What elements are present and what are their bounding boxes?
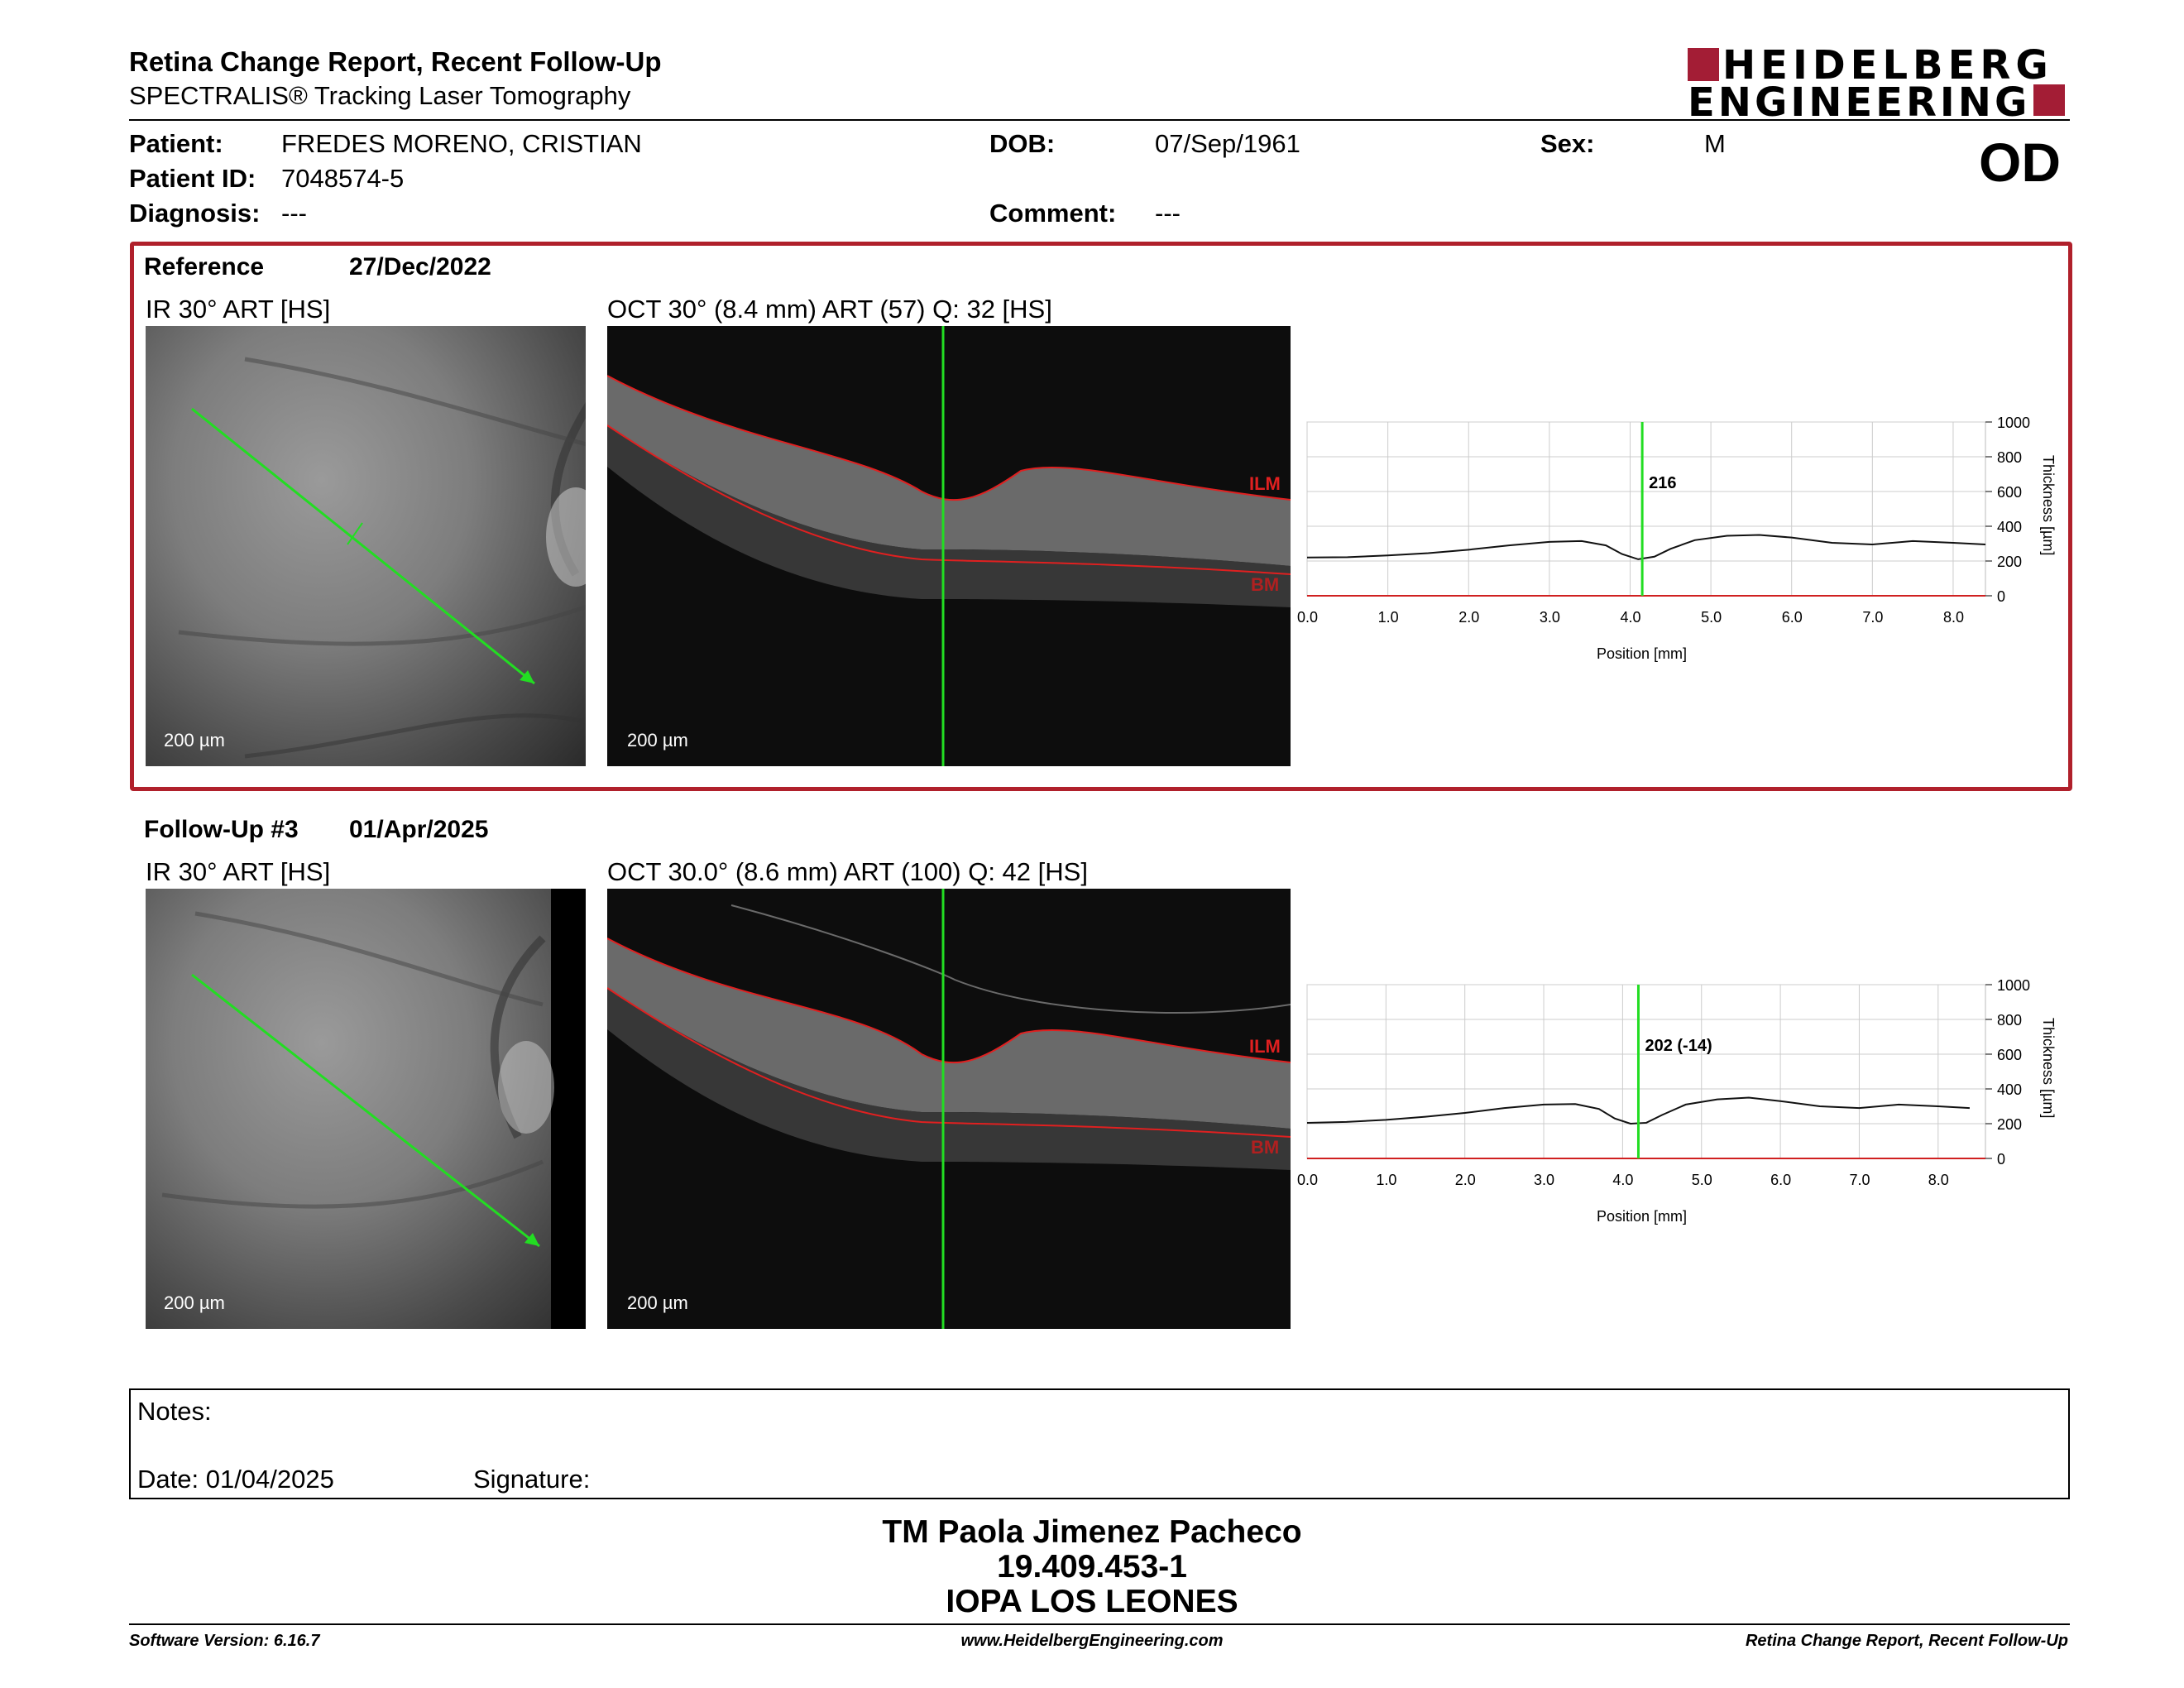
chart-x-tick-label: 5.0 xyxy=(1692,1172,1712,1188)
notes-box: Notes: Date: 01/04/2025 Signature: xyxy=(129,1388,2070,1499)
sex-label: Sex: xyxy=(1540,129,1595,158)
chart-x-tick-label: 7.0 xyxy=(1862,609,1883,626)
comment-label: Comment: xyxy=(989,199,1117,228)
dob-value: 07/Sep/1961 xyxy=(1155,129,1300,158)
chart-plot-area xyxy=(1306,984,1986,1159)
chart-y-axis-label: Thickness [µm] xyxy=(2040,455,2057,555)
chart-y-tick-label: 600 xyxy=(1997,484,2022,501)
followup-ir-image: 200 µm xyxy=(146,889,586,1329)
signer-institution: IOPA LOS LEONES xyxy=(946,1584,1238,1619)
chart-y-tick-label: 1000 xyxy=(1997,415,2030,431)
patient-id: 7048574-5 xyxy=(281,164,405,193)
chart-y-tick-label: 800 xyxy=(1997,1012,2022,1029)
chart-series-line xyxy=(1306,534,1986,560)
chart-y-axis-label: Thickness [µm] xyxy=(2040,1018,2057,1118)
reference-oct-scale: 200 µm xyxy=(627,730,688,750)
reference-frame xyxy=(130,242,2072,791)
followup-ir-overlay xyxy=(161,889,586,1329)
chart-x-tick-label: 3.0 xyxy=(1540,609,1560,626)
sex-value: M xyxy=(1704,129,1726,158)
chart-cursor-value: 216 xyxy=(1649,474,1676,492)
diagnosis-label: Diagnosis: xyxy=(129,199,261,228)
reference-date: 27/Dec/2022 xyxy=(349,253,491,281)
chart-x-tick-label: 7.0 xyxy=(1849,1172,1870,1188)
chart-y-tick-label: 200 xyxy=(1997,1116,2022,1133)
notes-date: Date: 01/04/2025 xyxy=(137,1465,334,1494)
chart-x-tick-label: 4.0 xyxy=(1612,1172,1633,1188)
chart-x-tick-label: 0.0 xyxy=(1297,609,1318,626)
chart-x-tick-label: 0.0 xyxy=(1297,1172,1318,1188)
followup-thickness-chart: 0 200 400 600 800 1000 0.0 1.0 2.0 3.0 4.0 5.0 6.0 7.… xyxy=(1291,968,2085,1241)
reference-chart-svg: 0 200 400 600 800 1000 0.0 1.0 2.0 3.0 4.0 5.0 6.0 7.… xyxy=(1297,415,2057,662)
chart-plot-area xyxy=(1306,421,1986,597)
chart-cursor-value: 202 (-14) xyxy=(1645,1037,1712,1055)
reference-bm-label: BM xyxy=(1251,574,1279,595)
chart-x-tick-label: 8.0 xyxy=(1928,1172,1949,1188)
reference-label: Reference xyxy=(144,253,265,281)
reference-thickness-chart: 0 200 400 600 800 1000 0.0 1.0 2.0 3.0 4.0 5.0 6.0 7.… xyxy=(1291,405,2085,679)
chart-x-tick-label: 6.0 xyxy=(1770,1172,1791,1188)
dob-label: DOB: xyxy=(989,129,1056,158)
notes-label: Notes: xyxy=(137,1397,212,1426)
followup-oct-title: OCT 30.0° (8.6 mm) ART (100) Q: 42 [HS] xyxy=(607,857,1088,886)
chart-x-tick-label: 3.0 xyxy=(1534,1172,1554,1188)
chart-y-tick-label: 600 xyxy=(1997,1047,2022,1063)
followup-label: Follow-Up #3 xyxy=(144,816,299,843)
patient-id-label: Patient ID: xyxy=(129,164,256,193)
chart-x-axis-label: Position [mm] xyxy=(1597,1208,1687,1225)
chart-y-tick-label: 200 xyxy=(1997,554,2022,570)
chart-y-tick-label: 1000 xyxy=(1997,977,2030,994)
followup-chart-svg: 0 200 400 600 800 1000 0.0 1.0 2.0 3.0 4.0 5.0 6.0 7.… xyxy=(1297,977,2057,1225)
chart-y-tick-label: 0 xyxy=(1997,1151,2005,1168)
reference-ir-image: 200 µm xyxy=(146,326,586,766)
reference-ir-scale: 200 µm xyxy=(164,730,225,750)
chart-x-tick-label: 4.0 xyxy=(1620,609,1640,626)
followup-date: 01/Apr/2025 xyxy=(349,816,489,843)
chart-y-tick-label: 400 xyxy=(1997,519,2022,535)
signature-label: Signature: xyxy=(473,1465,591,1494)
logo-square-right xyxy=(2033,84,2065,116)
report-title: Retina Change Report, Recent Follow-Up xyxy=(129,46,662,77)
followup-oct-scale: 200 µm xyxy=(627,1292,688,1313)
footer-rule xyxy=(129,1623,2070,1625)
chart-x-tick-label: 1.0 xyxy=(1376,1172,1396,1188)
chart-x-axis-label: Position [mm] xyxy=(1597,645,1687,662)
chart-x-tick-label: 2.0 xyxy=(1455,1172,1476,1188)
reference-ilm-label: ILM xyxy=(1249,473,1281,494)
patient-name: FREDES MORENO, CRISTIAN xyxy=(281,129,642,158)
followup-oct-image: ILM BM 200 µm xyxy=(607,889,1291,1329)
reference-ir-title: IR 30° ART [HS] xyxy=(146,295,331,324)
footer-software-version: Software Version: 6.16.7 xyxy=(129,1632,320,1650)
reference-oct-image: ILM BM 200 µm xyxy=(607,326,1291,766)
followup-oct-overlay: ILM BM xyxy=(607,889,1291,1329)
chart-x-tick-label: 8.0 xyxy=(1943,609,1964,626)
signer-id: 19.409.453-1 xyxy=(997,1549,1187,1585)
logo-square-left xyxy=(1688,48,1719,81)
footer-report-name: Retina Change Report, Recent Follow-Up xyxy=(1745,1632,2068,1650)
chart-y-tick-label: 400 xyxy=(1997,1081,2022,1098)
followup-bm-label: BM xyxy=(1251,1137,1279,1158)
diagnosis-value: --- xyxy=(281,199,307,228)
chart-x-tick-label: 6.0 xyxy=(1782,609,1803,626)
reference-oct-overlay: ILM BM xyxy=(607,326,1291,766)
patient-name-label: Patient: xyxy=(129,129,223,158)
chart-x-tick-label: 1.0 xyxy=(1378,609,1399,626)
followup-ilm-label: ILM xyxy=(1249,1036,1281,1057)
report-subtitle: SPECTRALIS® Tracking Laser Tomography xyxy=(129,81,631,110)
followup-ir-title: IR 30° ART [HS] xyxy=(146,857,331,886)
chart-y-tick-label: 0 xyxy=(1997,588,2005,605)
comment-value: --- xyxy=(1155,199,1181,228)
reference-oct-title: OCT 30° (8.4 mm) ART (57) Q: 32 [HS] xyxy=(607,295,1052,324)
header-rule xyxy=(129,119,2070,121)
chart-x-tick-label: 2.0 xyxy=(1458,609,1479,626)
chart-x-tick-label: 5.0 xyxy=(1701,609,1722,626)
signer-name: TM Paola Jimenez Pacheco xyxy=(882,1514,1302,1550)
reference-ir-overlay xyxy=(178,357,586,759)
followup-ir-scale: 200 µm xyxy=(164,1292,225,1313)
logo-text-line1: HEIDELBERG xyxy=(1722,42,2053,89)
chart-y-tick-label: 800 xyxy=(1997,449,2022,466)
eye-indicator: OD xyxy=(1979,132,2061,193)
footer-website: www.HeidelbergEngineering.com xyxy=(960,1632,1224,1650)
logo-text-line2: ENGINEERING xyxy=(1688,79,2031,126)
